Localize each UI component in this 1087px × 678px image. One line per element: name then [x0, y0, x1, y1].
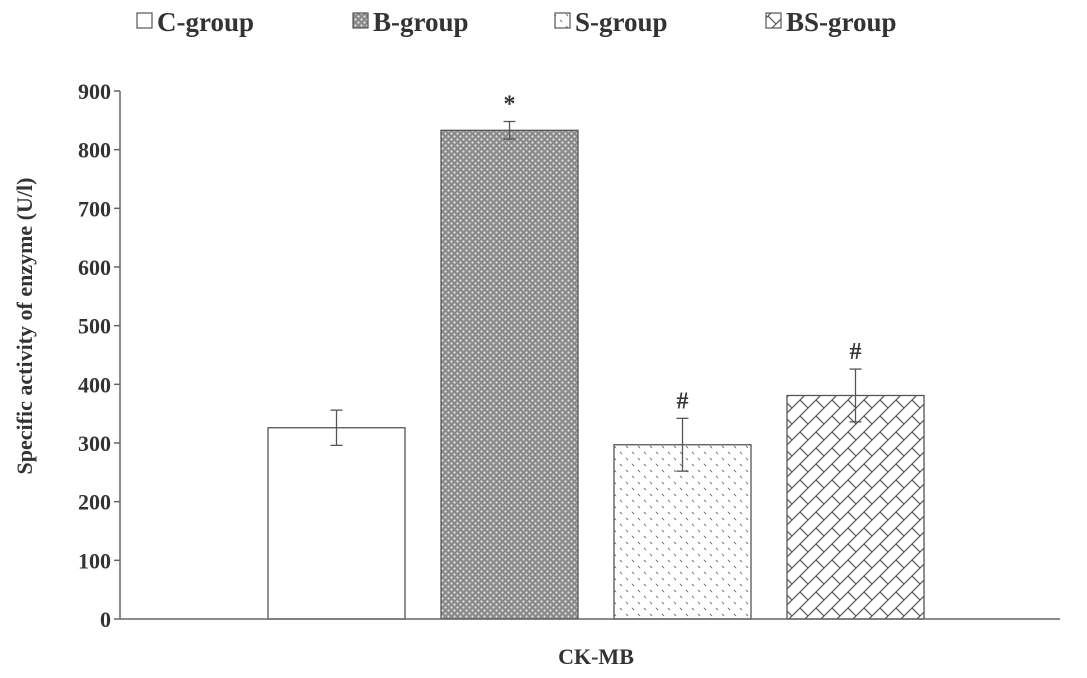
x-axis-title: CK-MB [558, 644, 634, 669]
y-tick-label: 500 [78, 314, 111, 339]
y-tick-label: 200 [78, 490, 111, 515]
y-tick-label: 0 [100, 607, 111, 632]
legend-label: B-group [373, 7, 469, 37]
bars: * # # [267, 92, 925, 620]
legend-item-c-group: C-group [136, 7, 254, 37]
bar-bs-group [786, 394, 925, 620]
bar-b-group [440, 129, 579, 620]
y-tick-label: 100 [78, 548, 111, 573]
bar-c-group [267, 427, 406, 620]
legend: C-group B-group S-group BS-group [136, 7, 897, 37]
bar-group-c-group [267, 409, 406, 620]
legend-item-b-group: B-group [352, 7, 469, 37]
significance-marker: # [850, 339, 862, 365]
legend-item-bs-group: BS-group [765, 7, 897, 37]
y-tick-label: 400 [78, 372, 111, 397]
y-tick-label: 800 [78, 138, 111, 163]
y-tick-label: 900 [78, 79, 111, 104]
legend-label: S-group [575, 7, 668, 37]
y-axis-title: Specific activity of enzyme (U/l) [12, 178, 37, 475]
y-tick-label: 700 [78, 196, 111, 221]
legend-swatch [136, 12, 153, 29]
legend-swatch [352, 12, 369, 29]
y-tick-label: 300 [78, 431, 111, 456]
bar-group-s-group: # [613, 388, 752, 620]
y-tick-label: 600 [78, 255, 111, 280]
legend-label: C-group [157, 7, 254, 37]
legend-item-s-group: S-group [554, 7, 668, 37]
legend-swatch [765, 12, 782, 29]
bar-s-group [613, 444, 752, 620]
legend-swatch [554, 12, 571, 29]
significance-marker: * [504, 92, 516, 118]
bar-group-b-group: * [440, 92, 579, 620]
legend-label: BS-group [786, 7, 897, 37]
significance-marker: # [677, 388, 689, 414]
bar-group-bs-group: # [786, 339, 925, 620]
y-axis: 0 100 200 300 400 500 600 700 800 900 [78, 79, 121, 632]
